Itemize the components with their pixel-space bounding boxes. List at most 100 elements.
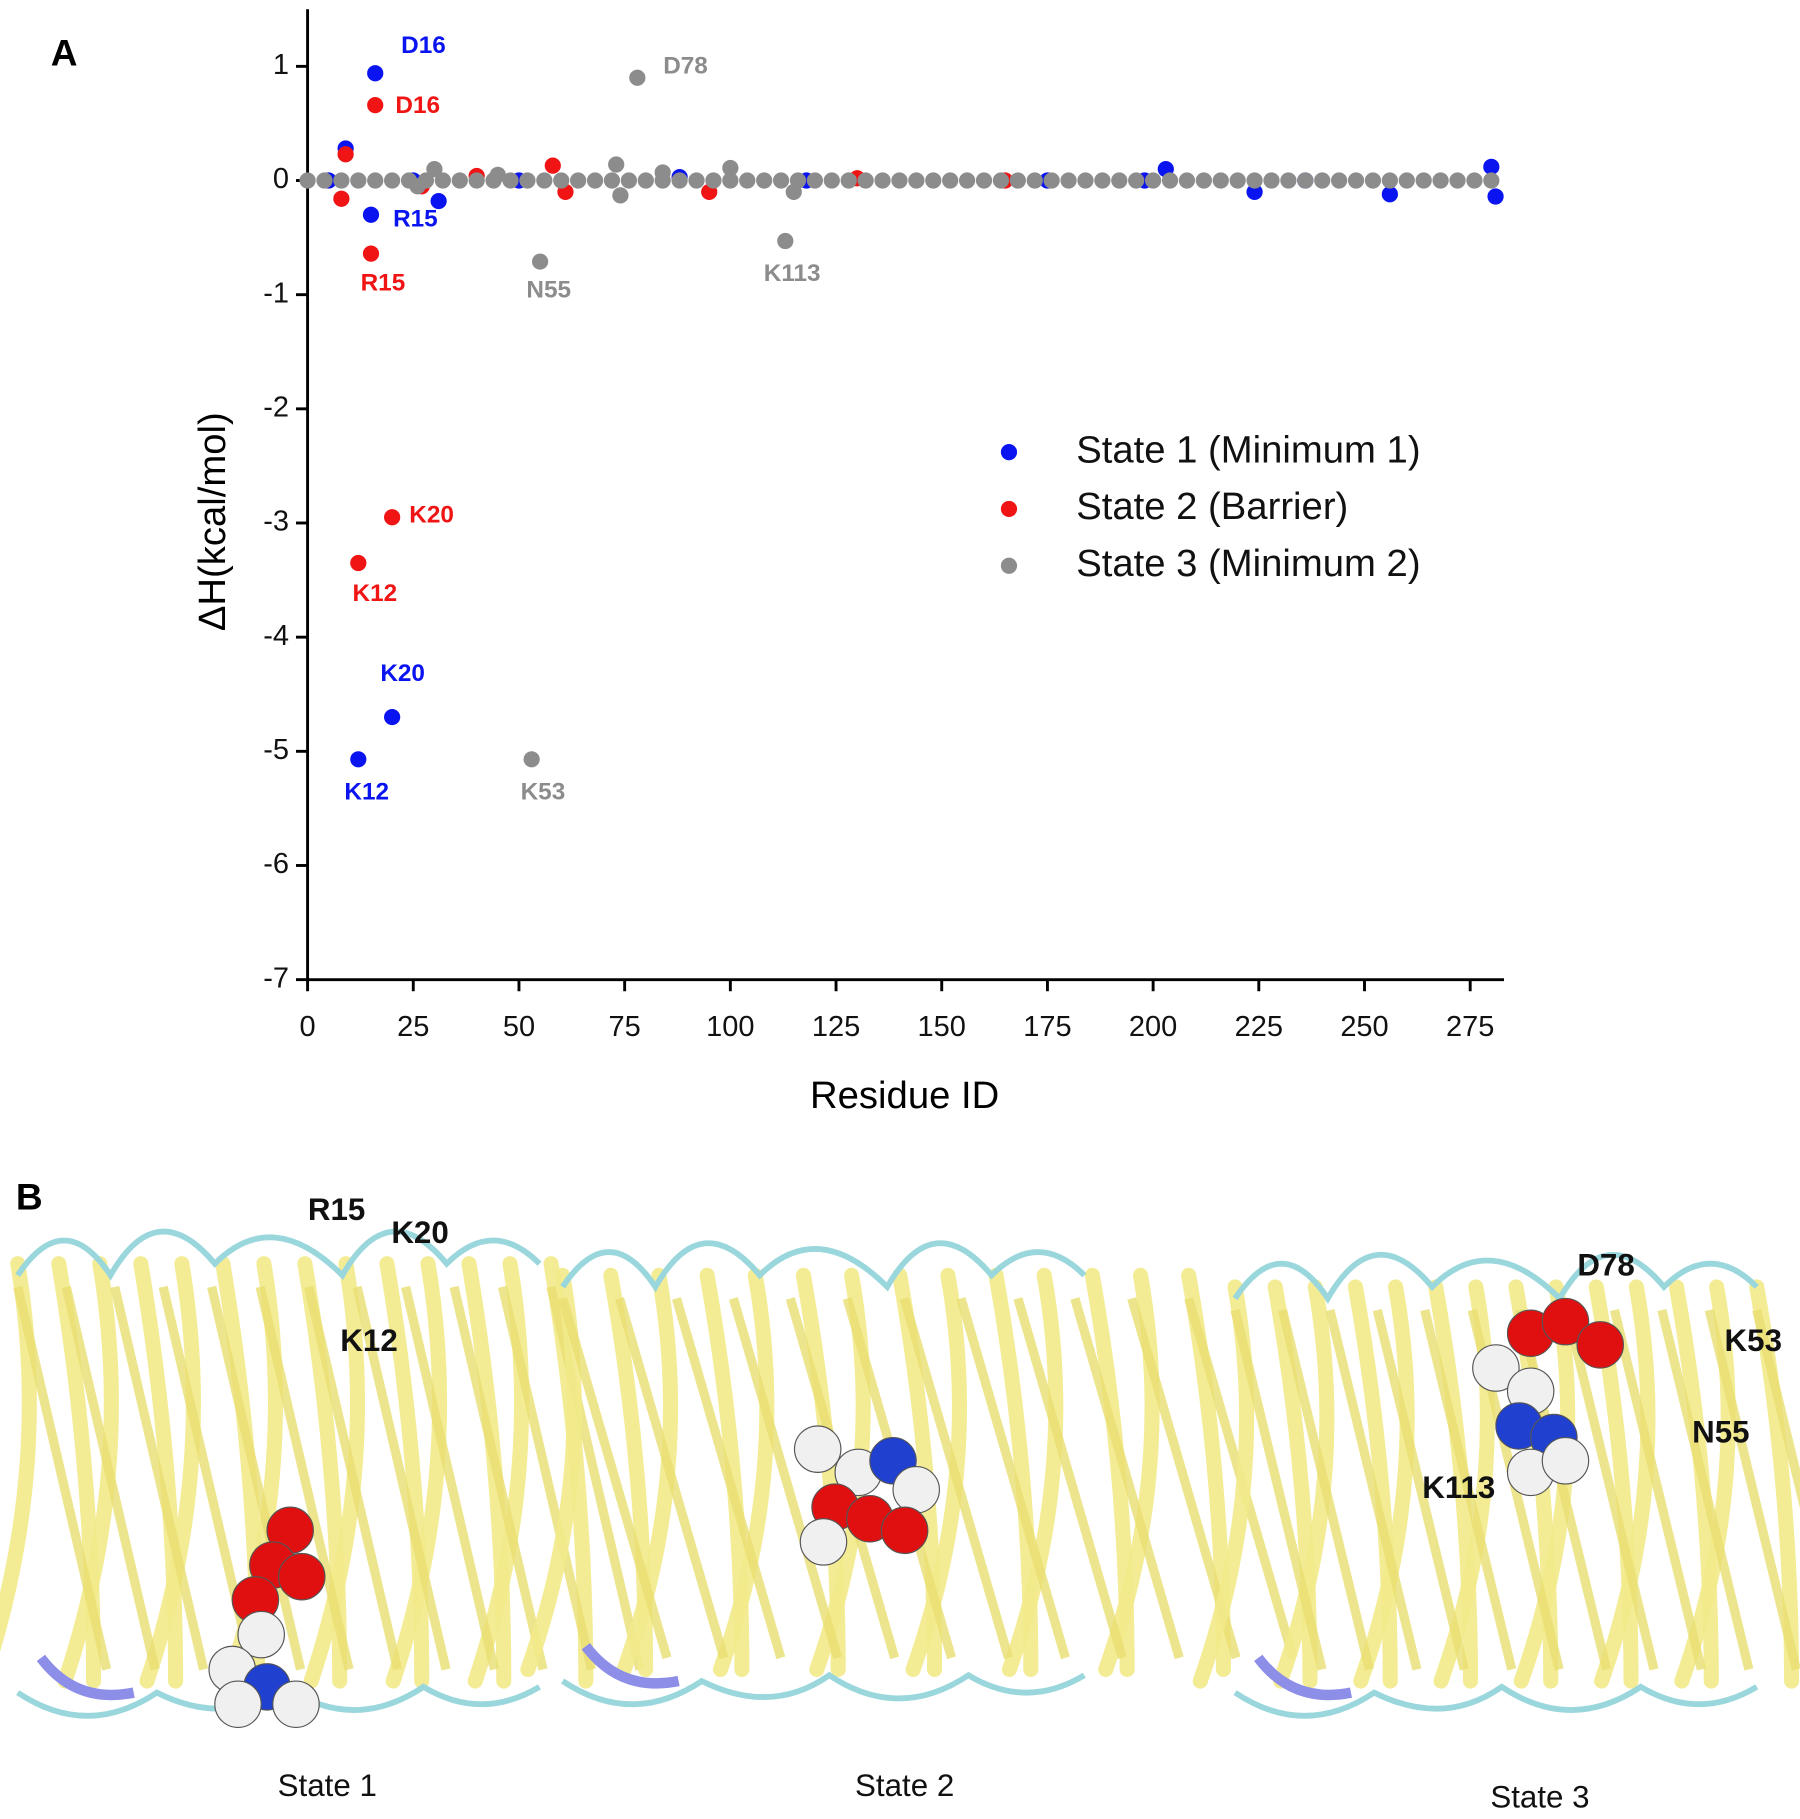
y-tick-label: 0 <box>273 163 289 195</box>
data-point <box>1398 172 1415 189</box>
legend-marker <box>1000 500 1018 518</box>
x-tick-label: 200 <box>1129 1011 1177 1043</box>
beta-strand <box>1562 1308 1659 1671</box>
data-point <box>350 554 367 572</box>
beta-strand <box>1609 1308 1706 1671</box>
beta-strand <box>1277 1308 1374 1671</box>
data-point <box>756 172 773 189</box>
data-point <box>350 751 367 768</box>
annotation: D16 <box>401 32 446 59</box>
atom-sphere <box>793 1425 842 1473</box>
data-point <box>722 159 739 177</box>
data-point <box>722 172 739 189</box>
data-point <box>1212 172 1229 189</box>
panel-label: A <box>51 31 78 73</box>
beta-strand <box>1325 1308 1422 1671</box>
data-point <box>1297 172 1314 189</box>
data-point <box>785 183 802 201</box>
data-point <box>777 232 794 250</box>
data-point <box>891 172 908 189</box>
data-point <box>1026 172 1043 189</box>
data-point <box>536 172 553 189</box>
data-point <box>1432 172 1449 189</box>
atom-sphere <box>272 1680 320 1728</box>
data-point <box>337 146 354 163</box>
legend-marker <box>1000 557 1018 574</box>
data-point <box>1178 172 1196 189</box>
helix <box>1254 1654 1353 1701</box>
beta-strand <box>1704 1308 1800 1671</box>
data-point <box>1415 172 1432 189</box>
beta-strand <box>520 1267 582 1677</box>
data-point <box>705 172 722 189</box>
annotation: K20 <box>409 501 454 528</box>
beta-strand <box>1674 1279 1736 1689</box>
data-point <box>1466 172 1483 189</box>
data-point <box>523 751 540 768</box>
data-point <box>671 172 688 189</box>
data-point <box>384 509 401 526</box>
atom-sphere <box>1576 1321 1625 1369</box>
x-tick-label: 175 <box>1023 1011 1071 1043</box>
state-label: State 1 <box>278 1768 377 1803</box>
y-tick-label: 1 <box>273 49 289 81</box>
beta-strand <box>13 1285 112 1671</box>
beta-strand <box>255 1285 354 1671</box>
data-point <box>806 172 824 189</box>
data-point <box>299 172 316 189</box>
loop <box>15 1228 542 1281</box>
x-tick-label: 0 <box>300 1011 316 1043</box>
atom-sphere <box>278 1552 326 1601</box>
legend-label: State 1 (Minimum 1) <box>1076 428 1420 471</box>
y-axis-title: ΔH(kcal/mol) <box>191 412 234 631</box>
beta-strand <box>304 1285 403 1671</box>
data-point <box>603 172 621 189</box>
data-point <box>1009 172 1026 189</box>
data-point <box>857 172 874 189</box>
data-point <box>908 172 925 189</box>
data-point <box>1483 158 1500 175</box>
x-tick-label: 125 <box>812 1011 860 1043</box>
helix <box>581 1643 680 1689</box>
data-point <box>316 172 333 189</box>
data-point <box>1195 172 1212 189</box>
x-tick-label: 250 <box>1340 1011 1388 1043</box>
annotation: D78 <box>663 53 708 80</box>
data-point <box>1381 186 1398 203</box>
beta-strand <box>139 1256 201 1689</box>
beta-strand <box>899 1297 1013 1660</box>
data-point <box>570 172 587 189</box>
legend-marker <box>1000 444 1018 461</box>
data-point <box>637 172 654 189</box>
beta-strand <box>956 1297 1070 1660</box>
state-label: State 3 <box>1490 1780 1589 1815</box>
atom-sphere <box>1472 1344 1520 1392</box>
data-point <box>1331 172 1348 189</box>
data-point <box>362 206 380 223</box>
data-point <box>451 172 468 189</box>
data-point <box>519 172 536 189</box>
beta-strand <box>1070 1297 1184 1660</box>
beta-strand <box>1353 1279 1415 1689</box>
data-point <box>1043 172 1060 189</box>
residue-label: D78 <box>1577 1247 1634 1282</box>
beta-strand <box>1098 1267 1160 1677</box>
annotation: D16 <box>395 92 440 119</box>
x-tick-label: 275 <box>1446 1011 1494 1043</box>
x-tick-label: 150 <box>918 1011 966 1043</box>
beta-strand <box>401 1285 499 1671</box>
annotation: K20 <box>380 660 425 687</box>
beta-strand <box>1657 1308 1754 1671</box>
atom-sphere <box>1541 1436 1590 1485</box>
residue-label: R15 <box>308 1192 365 1227</box>
data-point <box>367 97 384 114</box>
data-point <box>1060 172 1077 189</box>
y-tick-label: -3 <box>263 506 289 538</box>
data-point <box>1145 172 1162 189</box>
data-point <box>1229 172 1246 189</box>
data-point <box>1449 172 1466 189</box>
data-point <box>586 172 604 189</box>
data-point <box>925 172 942 189</box>
data-point <box>362 245 380 262</box>
data-point <box>1246 172 1263 189</box>
